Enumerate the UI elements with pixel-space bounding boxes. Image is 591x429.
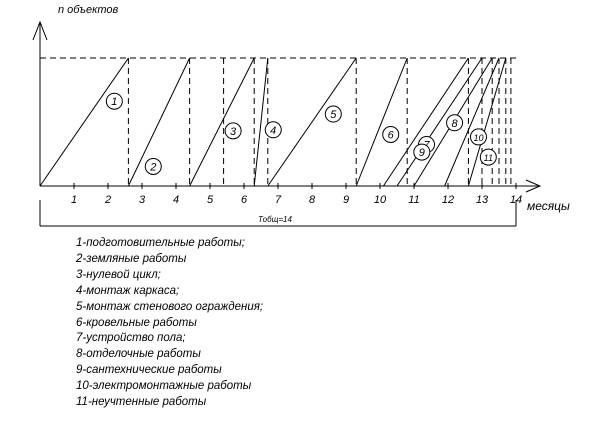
- total-duration-label: Тобщ=14: [258, 215, 293, 224]
- activity-line-11: [467, 57, 507, 187]
- activity-line-5: [267, 57, 357, 187]
- activity-label-1: 1: [111, 96, 117, 108]
- month-tick-label: 13: [476, 194, 489, 206]
- month-tick-label: 9: [343, 194, 349, 206]
- activity-marker-11: [479, 148, 497, 166]
- month-tick-label: 8: [309, 194, 316, 206]
- month-tick-label: 14: [510, 194, 522, 206]
- activity-line-4: [253, 57, 269, 187]
- legend-item: 6-кровельные работы: [76, 316, 197, 329]
- month-tick-label: 5: [207, 194, 214, 206]
- activity-label-11: 11: [484, 153, 493, 163]
- legend-item: 8-отделочные работы: [76, 348, 201, 361]
- activity-marker-1: [105, 92, 123, 110]
- month-tick-label: 10: [374, 194, 387, 206]
- activity-label-8: 8: [452, 118, 459, 130]
- activity-marker-2: [144, 157, 162, 175]
- activity-marker-6: [382, 125, 400, 143]
- x-axis-label: месяцы: [527, 199, 570, 213]
- activity-marker-9: [413, 143, 431, 161]
- activity-line-8: [396, 57, 483, 187]
- activity-label-4: 4: [270, 125, 276, 137]
- legend-item: 9-сантехнические работы: [76, 364, 222, 377]
- activity-label-6: 6: [388, 129, 395, 141]
- legend-item: 3-нулевой цикл;: [76, 268, 161, 281]
- legend-item: 7-устройство пола;: [76, 332, 186, 345]
- y-axis-label: n объектов: [58, 4, 119, 16]
- activity-line-10: [444, 57, 500, 187]
- month-tick-label: 3: [139, 194, 146, 206]
- activity-marker-8: [446, 114, 464, 132]
- activity-marker-4: [264, 121, 282, 139]
- y-axis-arrow: [32, 20, 48, 41]
- month-tick-label: 12: [442, 194, 454, 206]
- month-tick-label: 7: [275, 194, 282, 206]
- month-tick-label: 6: [241, 194, 248, 206]
- activity-line-2: [127, 57, 191, 187]
- legend-item: 11-неучтенные работы: [76, 396, 207, 409]
- legend-item: 5-монтаж стенового ограждения;: [76, 300, 264, 313]
- activity-label-5: 5: [330, 109, 337, 121]
- axes: [32, 20, 542, 227]
- legend: 1-подготовительные работы; 2-земляные ра…: [76, 236, 263, 411]
- activity-marker-3: [224, 122, 242, 140]
- activity-label-2: 2: [149, 161, 156, 173]
- activity-line-3: [189, 57, 255, 187]
- x-axis-arrow: [525, 179, 542, 193]
- legend-item: 10-электромонтажные работы: [76, 380, 252, 393]
- activity-marker-5: [324, 105, 342, 123]
- legend-item: 2-земляные работы: [76, 252, 187, 265]
- activity-label-10: 10: [473, 133, 483, 143]
- activity-line-6: [355, 57, 408, 187]
- activity-line-7: [382, 57, 469, 187]
- activity-label-9: 9: [419, 147, 425, 159]
- activity-label-3: 3: [230, 126, 237, 138]
- legend-item: 1-подготовительные работы;: [76, 237, 245, 249]
- activity-line-1: [39, 57, 129, 187]
- month-tick-label: 11: [408, 194, 419, 206]
- legend-item: 4-монтаж каркаса;: [76, 284, 180, 297]
- activity-marker-10: [469, 128, 487, 146]
- cyclogram-chart: n объектов месяцы Тобщ=14 1 2 3 4 5 6 7 8 9 10 11 1…: [32, 4, 570, 227]
- month-tick-label: 4: [173, 194, 179, 206]
- month-tick-label: 1: [71, 194, 77, 206]
- month-tick-label: 2: [104, 194, 111, 206]
